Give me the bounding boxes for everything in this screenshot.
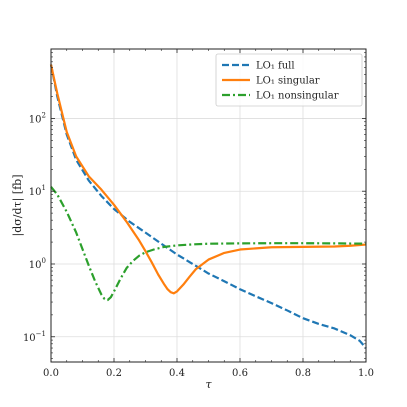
legend-box: [215, 53, 363, 107]
series-line-3: [50, 186, 367, 302]
x-tick-label: 0.8: [295, 368, 311, 379]
x-tick-label: 0.6: [232, 368, 248, 379]
series-line-2: [49, 64, 367, 295]
y-tick-label: 101: [29, 184, 46, 198]
legend: LO₁ full LO₁ singular LO₁ nonsingular: [215, 53, 363, 107]
x-tick-label: 1.0: [358, 368, 374, 379]
x-tick-label: 0.4: [169, 368, 185, 379]
legend-label-1: LO₁ full: [256, 61, 295, 72]
series-layer: [49, 64, 367, 349]
x-tick-label: 0.2: [106, 368, 122, 379]
x-axis-label: τ: [205, 378, 212, 391]
x-tick-label: 0.0: [43, 368, 59, 379]
tick-labels: 0.0 0.2 0.4 0.6 0.8 1.0 10−1 100 101 102: [23, 111, 374, 379]
legend-label-2: LO₁ singular: [256, 76, 320, 87]
series-line-1: [49, 64, 367, 349]
y-tick-label: 102: [29, 111, 46, 125]
legend-label-3: LO₁ nonsingular: [256, 91, 339, 102]
y-axis-label: |dσ/dτ| [fb]: [11, 175, 25, 237]
y-tick-label: 100: [29, 257, 46, 271]
y-tick-label: 10−1: [23, 330, 46, 344]
ticks: [50, 49, 367, 362]
